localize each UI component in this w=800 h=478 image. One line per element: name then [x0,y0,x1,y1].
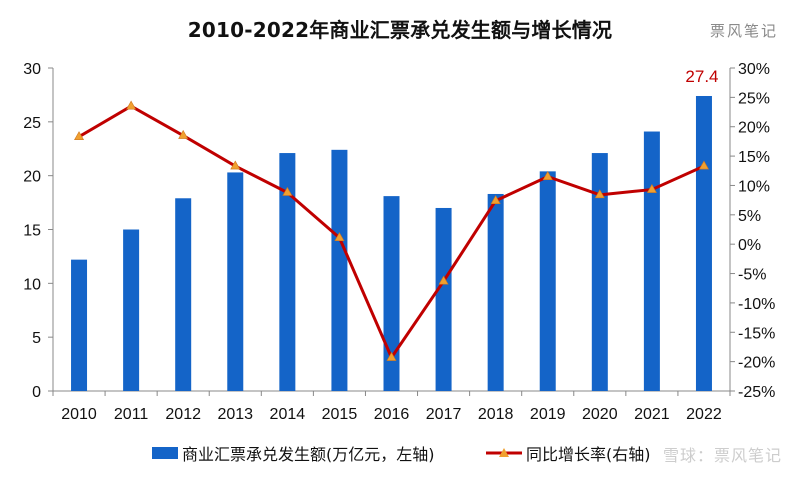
y-right-tick-label: 15% [738,149,770,166]
line-marker-2015 [334,232,345,242]
legend-item-bar: 商业汇票承兑发生额(万亿元，左轴) [152,441,435,465]
bar-series [71,95,712,392]
y-left-tick-label: 25 [23,115,41,132]
x-tick-label: 2022 [686,406,722,423]
line-marker-2011 [126,100,137,110]
x-tick-label: 2015 [322,406,358,423]
y-right-tick-label: 10% [738,178,770,195]
line-marker-2016 [386,351,397,361]
x-tick-label: 2021 [634,406,670,423]
line-marker-2018 [490,195,501,205]
bar-2020 [591,153,608,391]
y-right-tick-label: 5% [738,208,761,225]
legend-item-line: 同比增长率(右轴) [486,441,651,465]
y-left-tick-label: 15 [23,223,41,240]
line-marker-2013 [230,160,241,170]
y-right-tick-label: -25% [738,384,775,401]
y-right-tick-label: -20% [738,355,775,372]
bar-2010 [71,259,88,391]
line-marker-2022 [698,160,709,170]
bar-2018 [487,193,504,391]
line-marker-2014 [282,186,293,196]
x-tick-label: 2020 [582,406,618,423]
data-label-2022: 27.4 [685,67,718,86]
x-tick-label: 2011 [114,406,149,423]
y-left-tick-label: 5 [32,330,41,347]
y-right-tick-label: -5% [738,267,766,284]
bar-2014 [279,153,296,391]
x-tick-label: 2019 [530,406,566,423]
line-marker-2021 [646,183,657,193]
bar-2013 [227,172,244,391]
line-marker-2012 [178,129,189,139]
x-tick-label: 2016 [374,406,410,423]
bar-2016 [383,196,400,391]
legend-swatch-line [486,448,522,457]
legend-label-line: 同比增长率(右轴) [526,445,651,464]
watermark-bottom: 雪球：票风笔记 [662,446,782,465]
line-marker-2020 [594,189,605,199]
y-left-tick-label: 20 [23,169,41,186]
line-marker-2019 [542,171,553,180]
x-tick-label: 2017 [426,406,462,423]
bar-2021 [643,131,660,392]
bar-2019 [539,171,556,391]
y-right-tick-label: 25% [738,90,770,107]
bar-2011 [123,229,140,391]
y-left-tick-label: 10 [23,276,41,293]
y-right-tick-label: -15% [738,325,775,342]
bar-2017 [435,207,452,391]
line-series [74,100,709,361]
x-tick-label: 2014 [270,406,306,423]
y-right-tick-label: 0% [738,237,761,254]
bar-2015 [331,149,348,391]
chart-title: 2010-2022年商业汇票承兑发生额与增长情况 [187,18,613,42]
legend-label-bar: 商业汇票承兑发生额(万亿元，左轴) [182,445,435,464]
x-tick-label: 2013 [217,406,253,423]
y-left-tick-label: 0 [32,384,41,401]
x-tick-label: 2010 [61,406,97,423]
y-right-tick-label: -10% [738,296,775,313]
y-right-tick-label: 30% [738,61,770,78]
bar-2012 [175,198,192,391]
line-marker-2010 [74,131,85,141]
watermark-top: 票风笔记 [709,22,778,40]
data-labels: 27.4 [685,67,718,86]
y-left-tick-label: 30 [23,61,41,78]
y-right-tick-label: 20% [738,120,770,137]
x-tick-label: 2012 [165,406,201,423]
legend-swatch-bar [152,447,178,459]
bar-2022 [695,95,712,391]
x-tick-label: 2018 [478,406,514,423]
chart-axes: 0 5 10 15 20 25 30 -25% -20% -15% -10% -5% 0% 5% 10% 15… [23,61,775,423]
line-marker-2017 [438,275,449,285]
